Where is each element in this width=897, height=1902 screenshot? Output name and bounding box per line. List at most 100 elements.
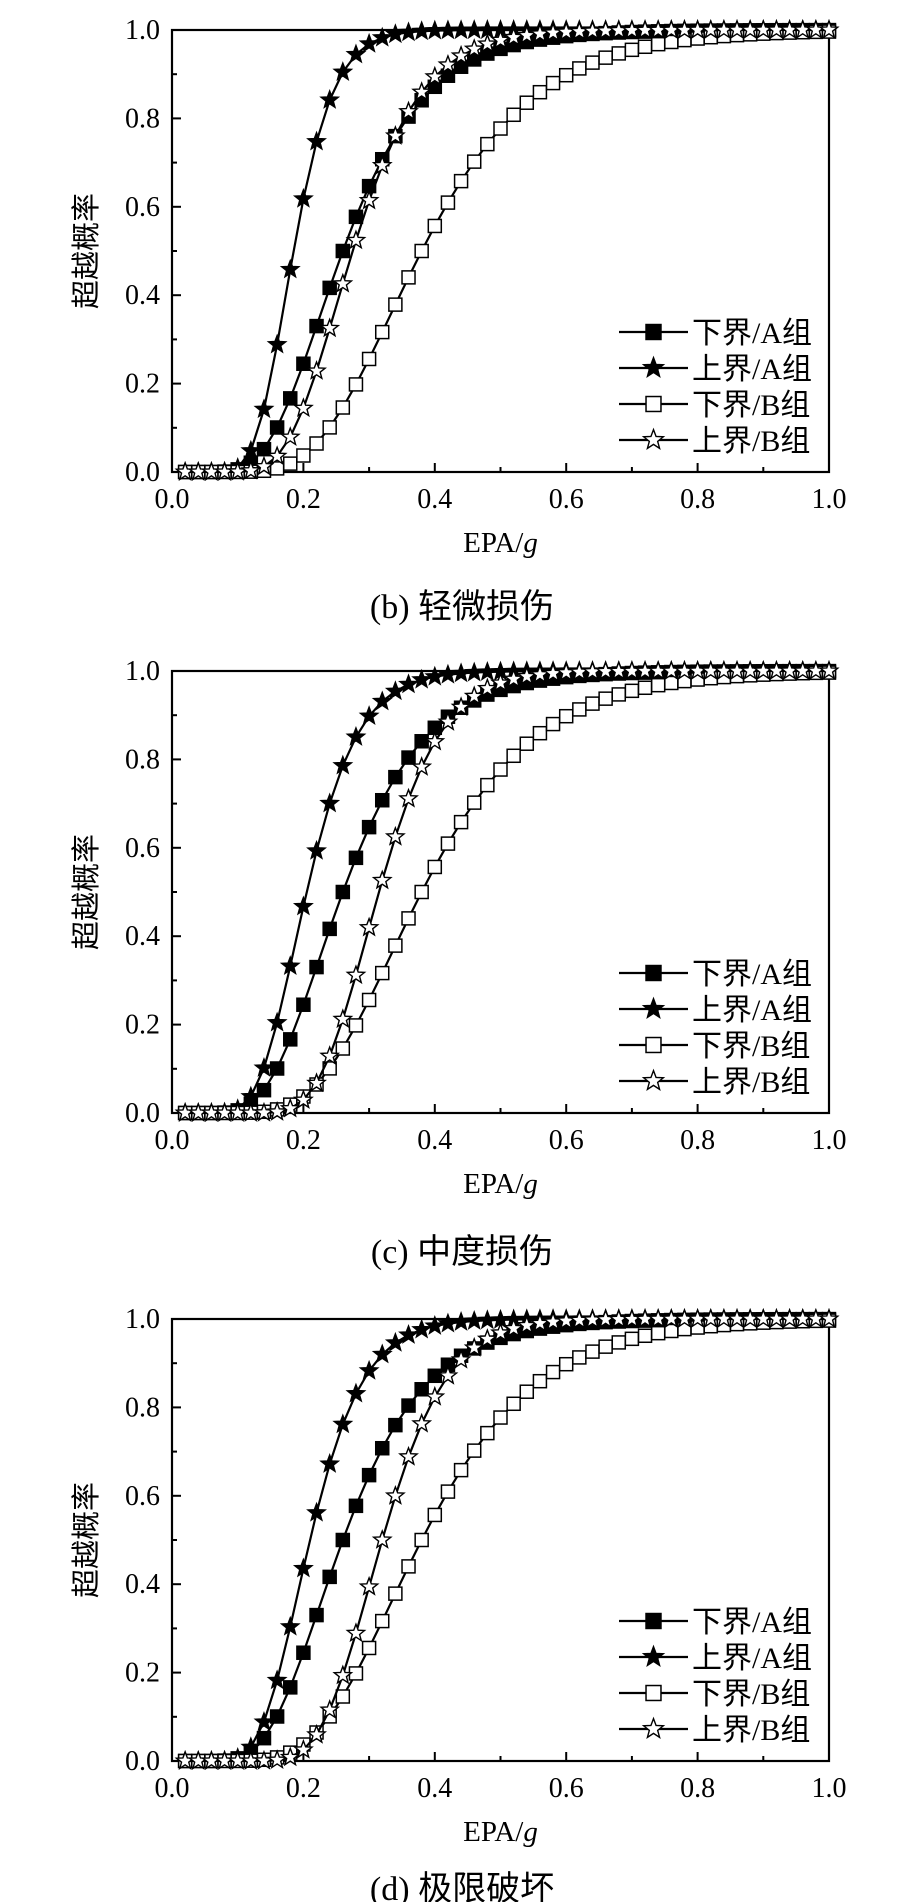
data-point [506,107,521,123]
y-tick-label: 1.0 [125,1304,160,1335]
data-point [309,436,324,451]
data-point [253,1057,275,1077]
data-point [279,258,301,279]
data-point [611,1335,627,1350]
y-tick-label: 0.4 [125,921,160,952]
legend-marker [645,395,662,413]
data-point [519,736,535,751]
y-tick-label: 0.0 [125,1098,160,1129]
data-point [309,959,324,975]
chart-panel-3: 0.0 0.2 0.4 0.6 0.8 1.0 0.0 0.2 0.4 0.6 0.8 1.0 EPA/… [70,1304,847,1902]
legend-marker [645,1612,662,1630]
data-point [401,1559,416,1574]
data-point [309,1607,324,1623]
data-point [818,660,840,680]
data-point [345,43,367,64]
data-point [322,921,337,937]
data-point [345,1622,367,1643]
data-point [440,195,456,210]
data-point [414,1532,429,1548]
data-point [650,1325,666,1341]
data-point [401,1398,416,1413]
data-point [371,690,393,711]
x-tick-label: 0.0 [155,1773,190,1804]
data-point [624,1331,640,1347]
legend-label: 下界/A组 [692,317,812,350]
data-point [266,1100,288,1121]
data-point [240,459,262,480]
data-point [371,1343,393,1364]
chart-panel-2: 0.0 0.2 0.4 0.6 0.8 1.0 0.0 0.2 0.4 0.6 0.8 1.0 EPA/… [70,656,847,1271]
legend-label: 下界/B组 [692,389,810,422]
data-point [348,850,364,866]
data-point [306,130,327,151]
data-point [463,1309,485,1330]
legend-marker [645,323,662,341]
data-point [437,53,459,74]
data-point [437,1312,459,1333]
data-point [322,420,337,435]
y-axis-label: 超越概率 [70,834,103,950]
x-tick-label: 1.0 [812,1125,847,1156]
legend-marker [641,1068,666,1091]
data-point [266,1669,288,1690]
data-point [598,1339,613,1354]
data-point [572,1350,587,1365]
data-point [506,748,521,764]
data-point [480,1425,495,1441]
data-point [296,997,311,1012]
data-point [332,1413,354,1434]
data-point [480,136,495,152]
data-point [558,1356,574,1372]
data-point [585,55,600,70]
data-point [558,67,574,83]
data-point [266,333,288,354]
x-tick-label: 0.8 [680,484,715,515]
data-point [374,324,390,340]
data-point [398,100,419,121]
data-point [384,1484,406,1505]
y-axis-label: 超越概率 [70,1482,103,1598]
legend-label: 下界/B组 [692,1678,810,1711]
legend-label: 下界/A组 [692,958,812,991]
data-point [440,836,456,851]
data-point [637,1328,653,1344]
data-point [650,677,666,693]
x-axis-label: EPA/g [463,1168,538,1200]
data-point [292,1738,314,1759]
data-point [335,1532,351,1548]
data-point [388,769,403,785]
data-point [463,685,485,706]
data-point [453,814,469,830]
data-point [361,992,377,1008]
data-point [361,1467,377,1483]
data-point [358,916,380,937]
data-point [279,1097,301,1118]
data-point [279,955,301,975]
data-point [358,189,380,210]
data-point [256,1082,272,1098]
data-point [283,456,298,471]
data-point [818,1308,840,1328]
data-point [335,1041,351,1056]
data-point [424,1385,446,1406]
data-point [411,1318,433,1339]
y-tick-label: 0.2 [125,1010,160,1041]
data-point [283,1680,298,1695]
data-point [296,448,311,463]
data-point [411,668,433,689]
data-point [401,911,416,926]
series-4 [174,660,840,1122]
data-point [374,792,390,808]
legend-marker [641,1716,666,1739]
data-point [348,377,364,392]
data-point [240,1085,262,1106]
data-point [414,884,429,900]
data-point [384,1331,406,1352]
data-point [624,683,640,699]
data-point [572,702,587,717]
x-tick-label: 0.2 [286,1125,321,1156]
y-tick-label: 0.6 [125,192,160,223]
legend-label: 上界/B组 [692,425,810,458]
